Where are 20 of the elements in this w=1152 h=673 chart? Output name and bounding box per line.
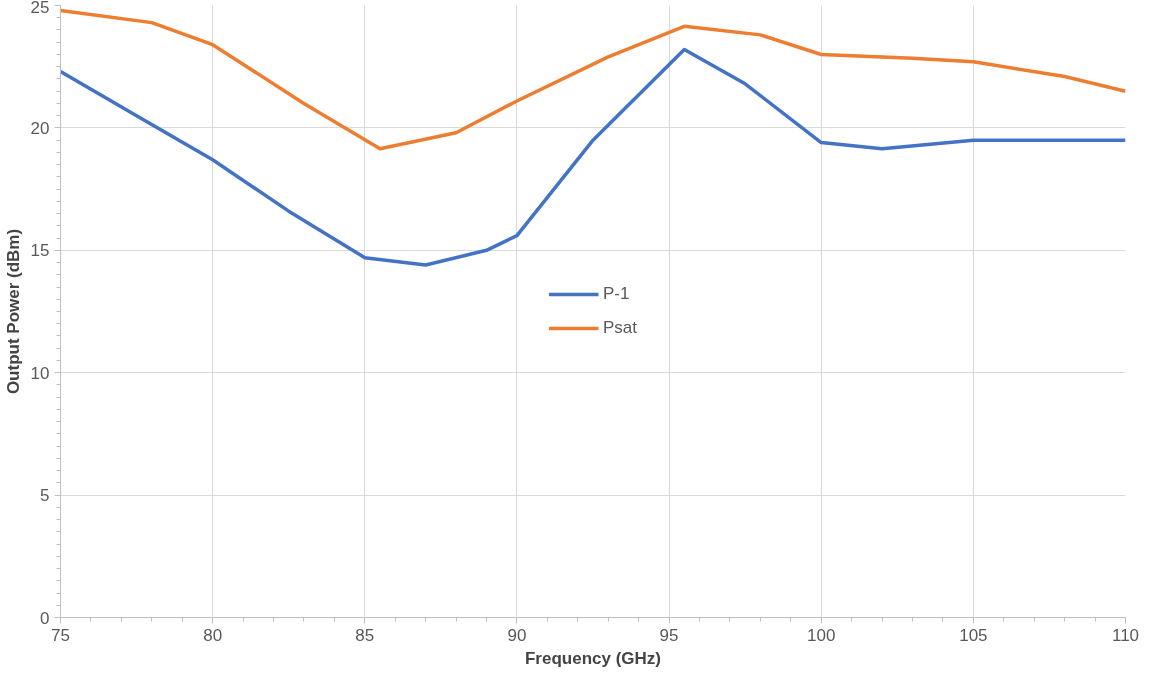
line-series bbox=[60, 47, 1126, 267]
line-series bbox=[60, 8, 1126, 151]
x-tick-label: 105 bbox=[959, 625, 988, 645]
x-tick-label: 90 bbox=[507, 625, 527, 645]
x-axis-title: Frequency (GHz) bbox=[524, 648, 662, 668]
x-tick-label: 95 bbox=[659, 625, 679, 645]
x-tick-label: 85 bbox=[355, 625, 375, 645]
x-tick-label: 100 bbox=[807, 625, 836, 645]
x-tick-label: 80 bbox=[203, 625, 223, 645]
y-tick-label: 20 bbox=[30, 118, 50, 138]
y-axis-title: Output Power (dBm) bbox=[3, 228, 23, 395]
y-tick-label: 5 bbox=[40, 486, 50, 506]
legend-label: P-1 bbox=[602, 284, 630, 304]
y-tick-label: 10 bbox=[30, 363, 50, 383]
x-tick-label: 110 bbox=[1111, 625, 1140, 645]
legend-label: Psat bbox=[602, 318, 638, 338]
y-tick-label: 25 bbox=[30, 0, 50, 17]
y-tick-label: 0 bbox=[40, 608, 50, 628]
x-tick-label: 75 bbox=[51, 625, 70, 645]
y-tick-label: 15 bbox=[30, 241, 50, 261]
